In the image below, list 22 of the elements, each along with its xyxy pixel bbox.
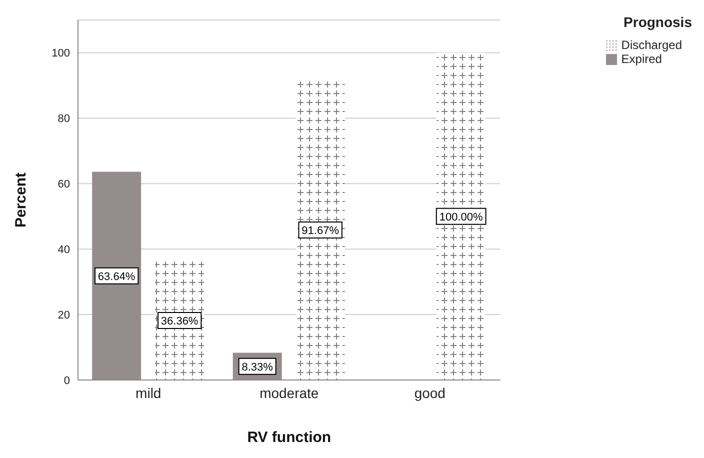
y-tick-label: 60 bbox=[58, 178, 70, 191]
data-label: 8.33% bbox=[242, 361, 274, 374]
data-label: 91.67% bbox=[302, 224, 340, 237]
x-tick-label: mild bbox=[136, 384, 162, 401]
y-tick-label: 20 bbox=[58, 309, 70, 322]
x-tick-label: good bbox=[414, 384, 446, 401]
y-tick-label: 100 bbox=[52, 48, 70, 60]
bar bbox=[436, 52, 486, 380]
bar bbox=[92, 172, 142, 380]
data-label: 100.00% bbox=[439, 211, 484, 224]
x-tick-label: moderate bbox=[260, 384, 319, 401]
data-label: 36.36% bbox=[160, 316, 198, 328]
y-tick-label: 80 bbox=[58, 113, 70, 126]
legend-label: Expired bbox=[621, 52, 662, 66]
data-label: 63.64% bbox=[98, 270, 136, 283]
legend-title: Prognosis bbox=[624, 14, 692, 30]
bar bbox=[296, 80, 345, 380]
x-axis-title: RV function bbox=[247, 429, 332, 446]
y-axis-title: Percent bbox=[12, 172, 30, 228]
legend-label: Discharged bbox=[621, 38, 682, 52]
y-tick-label: 40 bbox=[58, 244, 70, 256]
y-tick-label: 0 bbox=[64, 374, 70, 387]
